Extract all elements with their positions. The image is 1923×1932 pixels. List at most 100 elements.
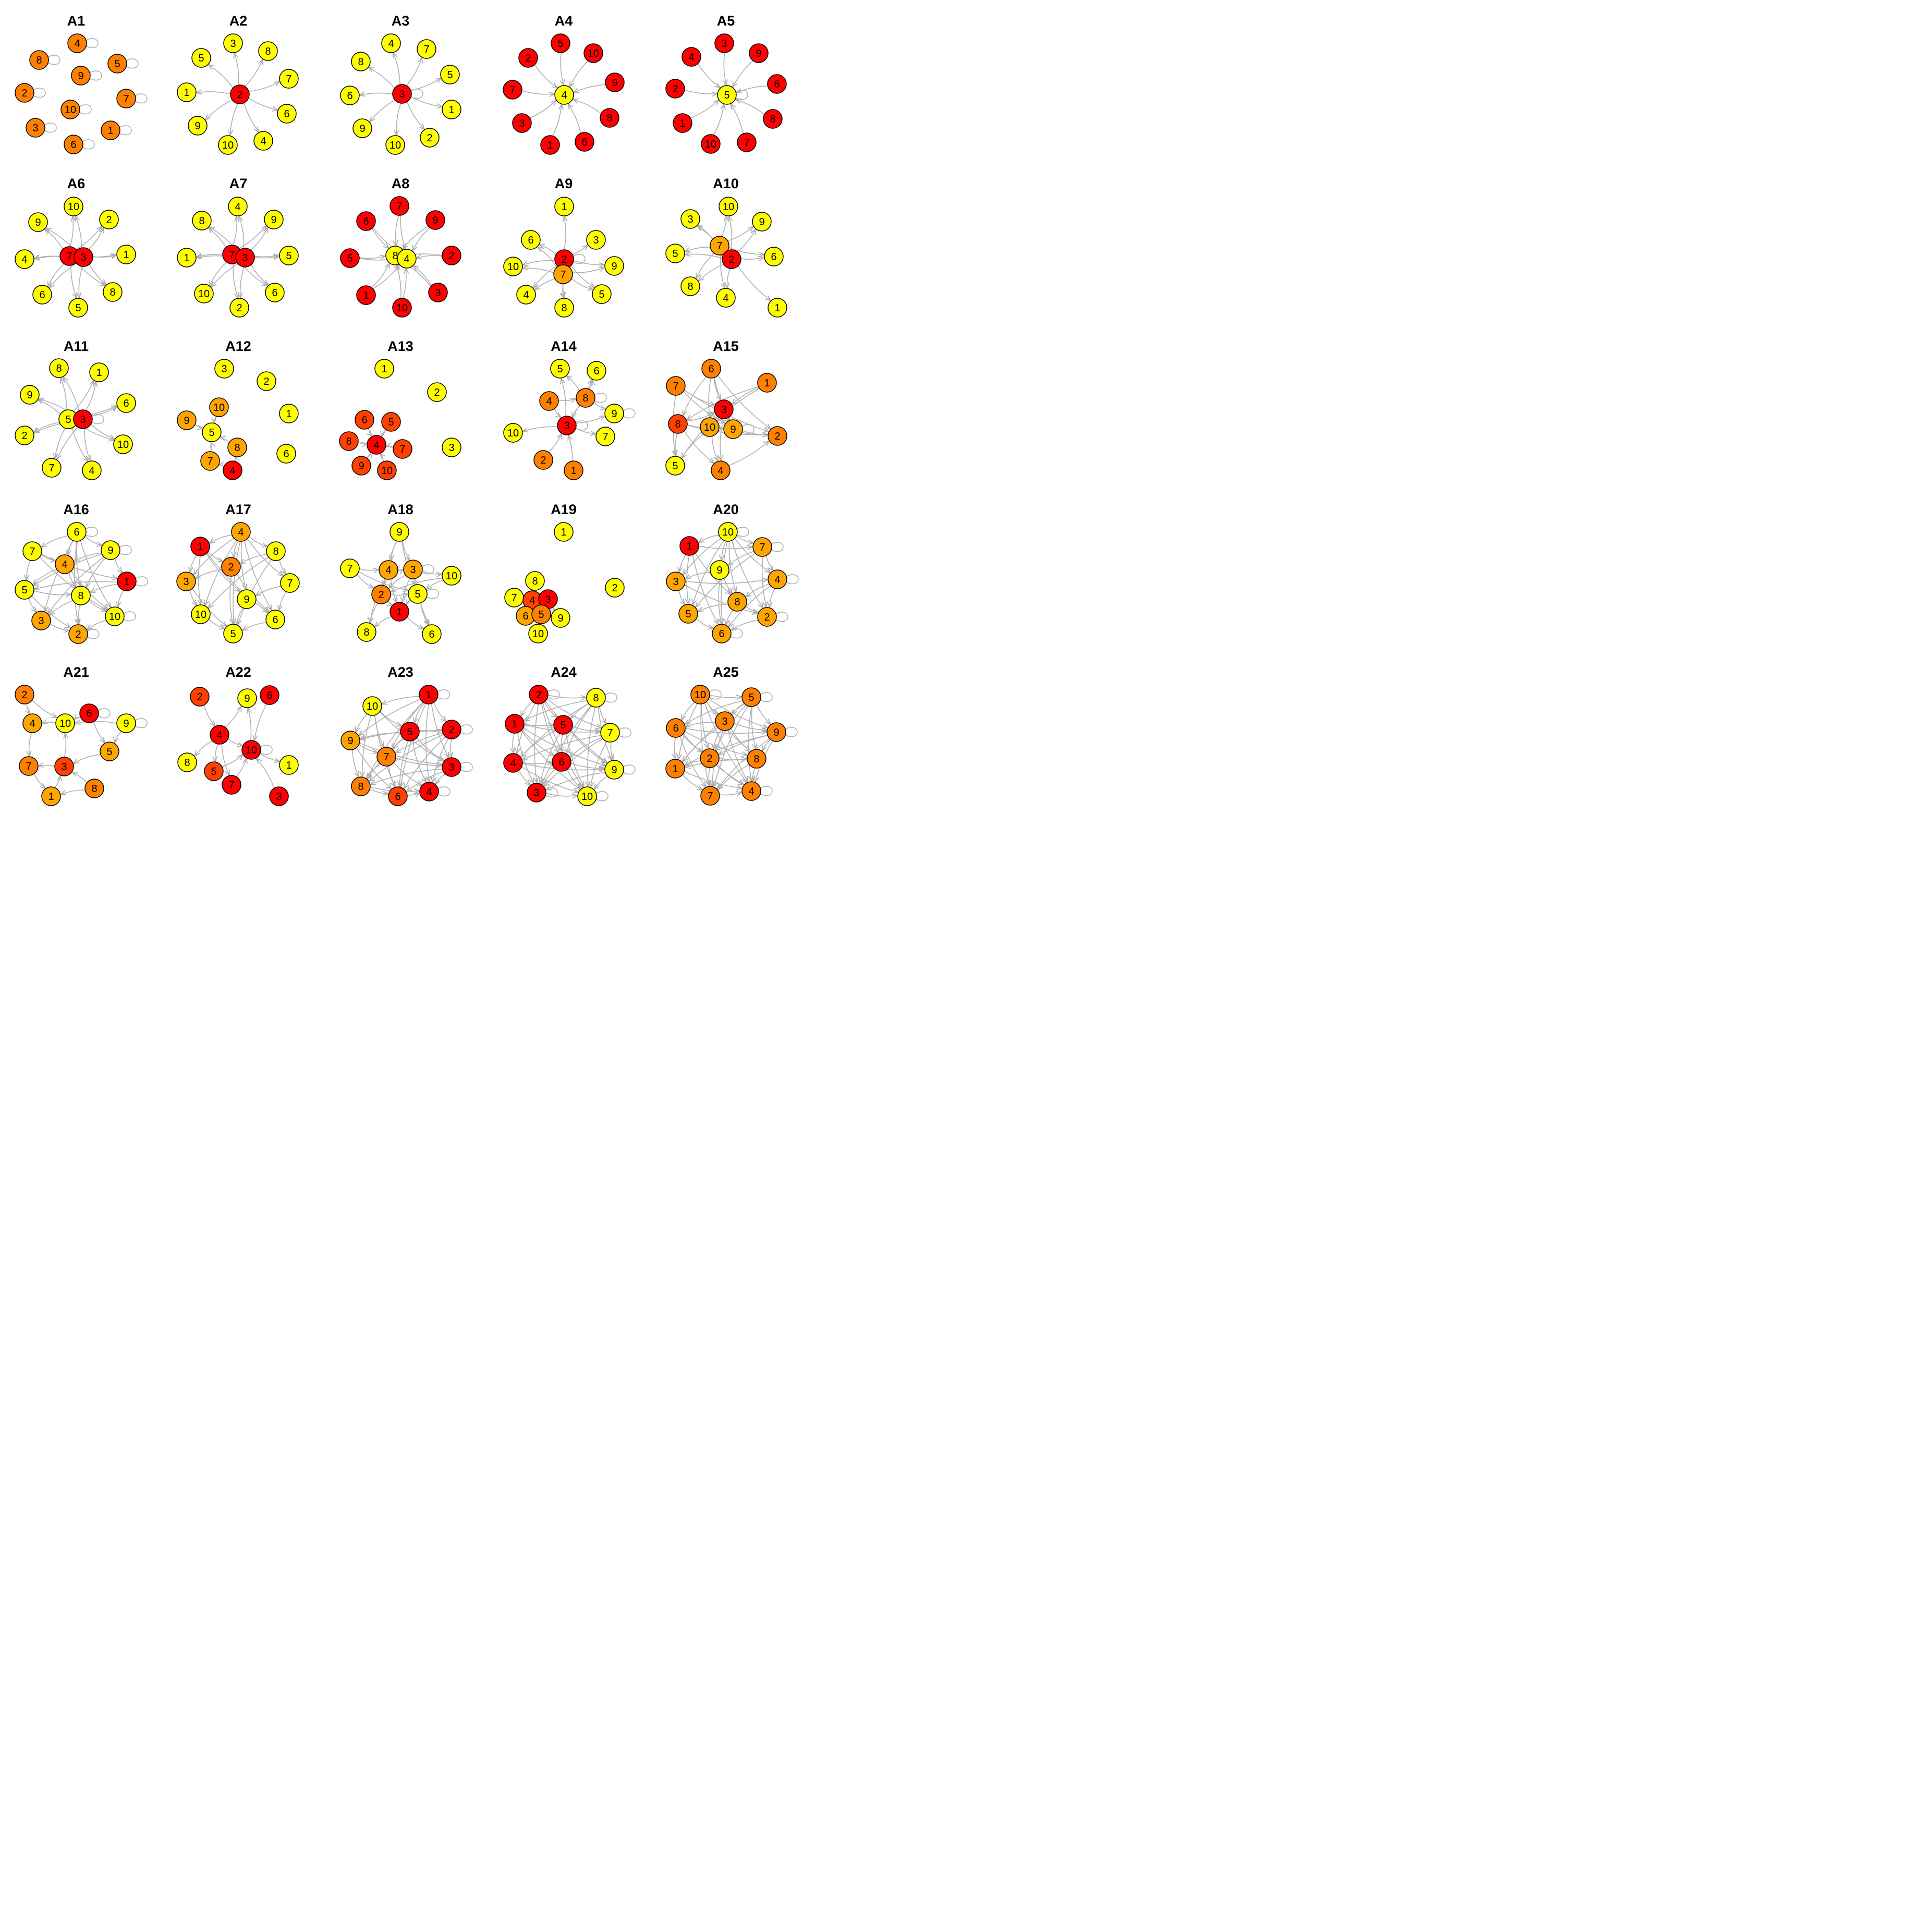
node-10[interactable]: 10 [60, 100, 80, 119]
node-1[interactable]: 1 [554, 197, 574, 216]
node-3[interactable]: 3 [235, 248, 255, 268]
node-5[interactable]: 5 [223, 624, 243, 643]
node-6[interactable]: 6 [767, 74, 787, 94]
node-6[interactable]: 6 [666, 718, 686, 738]
node-10[interactable]: 10 [577, 786, 597, 806]
node-3[interactable]: 3 [442, 757, 461, 777]
node-4[interactable]: 4 [539, 391, 559, 411]
node-3[interactable]: 3 [442, 438, 461, 457]
node-8[interactable]: 8 [71, 586, 91, 605]
node-4[interactable]: 4 [223, 460, 242, 480]
node-9[interactable]: 9 [605, 72, 625, 92]
node-7[interactable]: 7 [340, 558, 360, 578]
node-10[interactable]: 10 [209, 397, 229, 417]
node-6[interactable]: 6 [64, 135, 83, 154]
node-1[interactable]: 1 [190, 537, 210, 556]
node-3[interactable]: 3 [176, 572, 196, 591]
node-5[interactable]: 5 [204, 761, 224, 781]
node-5[interactable]: 5 [107, 54, 127, 74]
node-7[interactable]: 7 [752, 537, 772, 557]
node-1[interactable]: 1 [279, 404, 299, 423]
node-2[interactable]: 2 [15, 426, 34, 445]
node-9[interactable]: 9 [177, 410, 197, 430]
node-10[interactable]: 10 [105, 606, 125, 626]
node-6[interactable]: 6 [575, 132, 594, 152]
node-8[interactable]: 8 [586, 688, 606, 708]
node-10[interactable]: 10 [392, 298, 412, 318]
node-2[interactable]: 2 [722, 249, 741, 269]
node-5[interactable]: 5 [531, 604, 551, 624]
node-8[interactable]: 8 [763, 109, 783, 129]
node-1[interactable]: 1 [564, 460, 583, 480]
node-9[interactable]: 9 [340, 731, 360, 750]
node-9[interactable]: 9 [723, 419, 743, 439]
node-10[interactable]: 10 [583, 43, 603, 63]
node-10[interactable]: 10 [719, 197, 738, 216]
node-1[interactable]: 1 [356, 285, 376, 305]
node-5[interactable]: 5 [717, 85, 737, 105]
node-1[interactable]: 1 [757, 373, 777, 393]
node-6[interactable]: 6 [516, 606, 535, 626]
node-5[interactable]: 5 [340, 248, 360, 268]
node-1[interactable]: 1 [768, 298, 787, 318]
node-5[interactable]: 5 [665, 456, 685, 476]
node-7[interactable]: 7 [417, 39, 436, 59]
node-9[interactable]: 9 [101, 540, 120, 560]
node-10[interactable]: 10 [718, 522, 738, 542]
node-3[interactable]: 3 [74, 247, 93, 267]
node-2[interactable]: 2 [190, 687, 210, 707]
node-1[interactable]: 1 [554, 522, 574, 542]
node-7[interactable]: 7 [222, 775, 241, 795]
node-5[interactable]: 5 [381, 412, 401, 432]
node-4[interactable]: 4 [228, 197, 248, 216]
node-1[interactable]: 1 [89, 362, 109, 382]
node-7[interactable]: 7 [710, 236, 729, 256]
node-3[interactable]: 3 [715, 711, 735, 731]
node-6[interactable]: 6 [712, 624, 732, 643]
node-8[interactable]: 8 [266, 541, 286, 561]
node-1[interactable]: 1 [117, 572, 137, 591]
node-7[interactable]: 7 [393, 439, 412, 459]
node-8[interactable]: 8 [554, 298, 574, 318]
node-5[interactable]: 5 [15, 580, 34, 600]
node-2[interactable]: 2 [229, 298, 249, 318]
node-6[interactable]: 6 [355, 410, 374, 430]
node-10[interactable]: 10 [241, 740, 261, 760]
node-6[interactable]: 6 [32, 285, 52, 305]
node-8[interactable]: 8 [84, 779, 104, 798]
node-9[interactable]: 9 [425, 210, 445, 230]
node-4[interactable]: 4 [768, 569, 787, 589]
node-7[interactable]: 7 [700, 786, 720, 806]
node-3[interactable]: 3 [26, 118, 45, 138]
node-2[interactable]: 2 [15, 83, 34, 103]
node-4[interactable]: 4 [711, 460, 731, 480]
node-1[interactable]: 1 [374, 359, 394, 379]
node-6[interactable]: 6 [422, 624, 442, 644]
node-9[interactable]: 9 [604, 760, 624, 780]
node-2[interactable]: 2 [442, 720, 461, 739]
node-10[interactable]: 10 [362, 696, 382, 716]
node-7[interactable]: 7 [390, 196, 409, 216]
node-1[interactable]: 1 [41, 786, 61, 806]
node-7[interactable]: 7 [595, 427, 615, 446]
node-3[interactable]: 3 [269, 786, 289, 806]
node-2[interactable]: 2 [665, 79, 685, 99]
node-10[interactable]: 10 [385, 135, 405, 155]
node-9[interactable]: 9 [116, 713, 136, 733]
node-6[interactable]: 6 [340, 86, 360, 105]
node-6[interactable]: 6 [356, 211, 376, 231]
node-5[interactable]: 5 [400, 722, 420, 742]
node-2[interactable]: 2 [529, 685, 549, 704]
node-4[interactable]: 4 [554, 85, 574, 105]
node-6[interactable]: 6 [265, 610, 285, 629]
node-5[interactable]: 5 [408, 584, 428, 604]
node-7[interactable]: 7 [600, 723, 620, 743]
node-5[interactable]: 5 [665, 244, 685, 263]
node-5[interactable]: 5 [191, 48, 211, 68]
node-3[interactable]: 3 [527, 783, 546, 803]
node-1[interactable]: 1 [177, 82, 197, 102]
node-7[interactable]: 7 [280, 573, 300, 593]
node-8[interactable]: 8 [747, 749, 766, 769]
node-4[interactable]: 4 [716, 288, 736, 308]
node-9[interactable]: 9 [20, 385, 40, 405]
